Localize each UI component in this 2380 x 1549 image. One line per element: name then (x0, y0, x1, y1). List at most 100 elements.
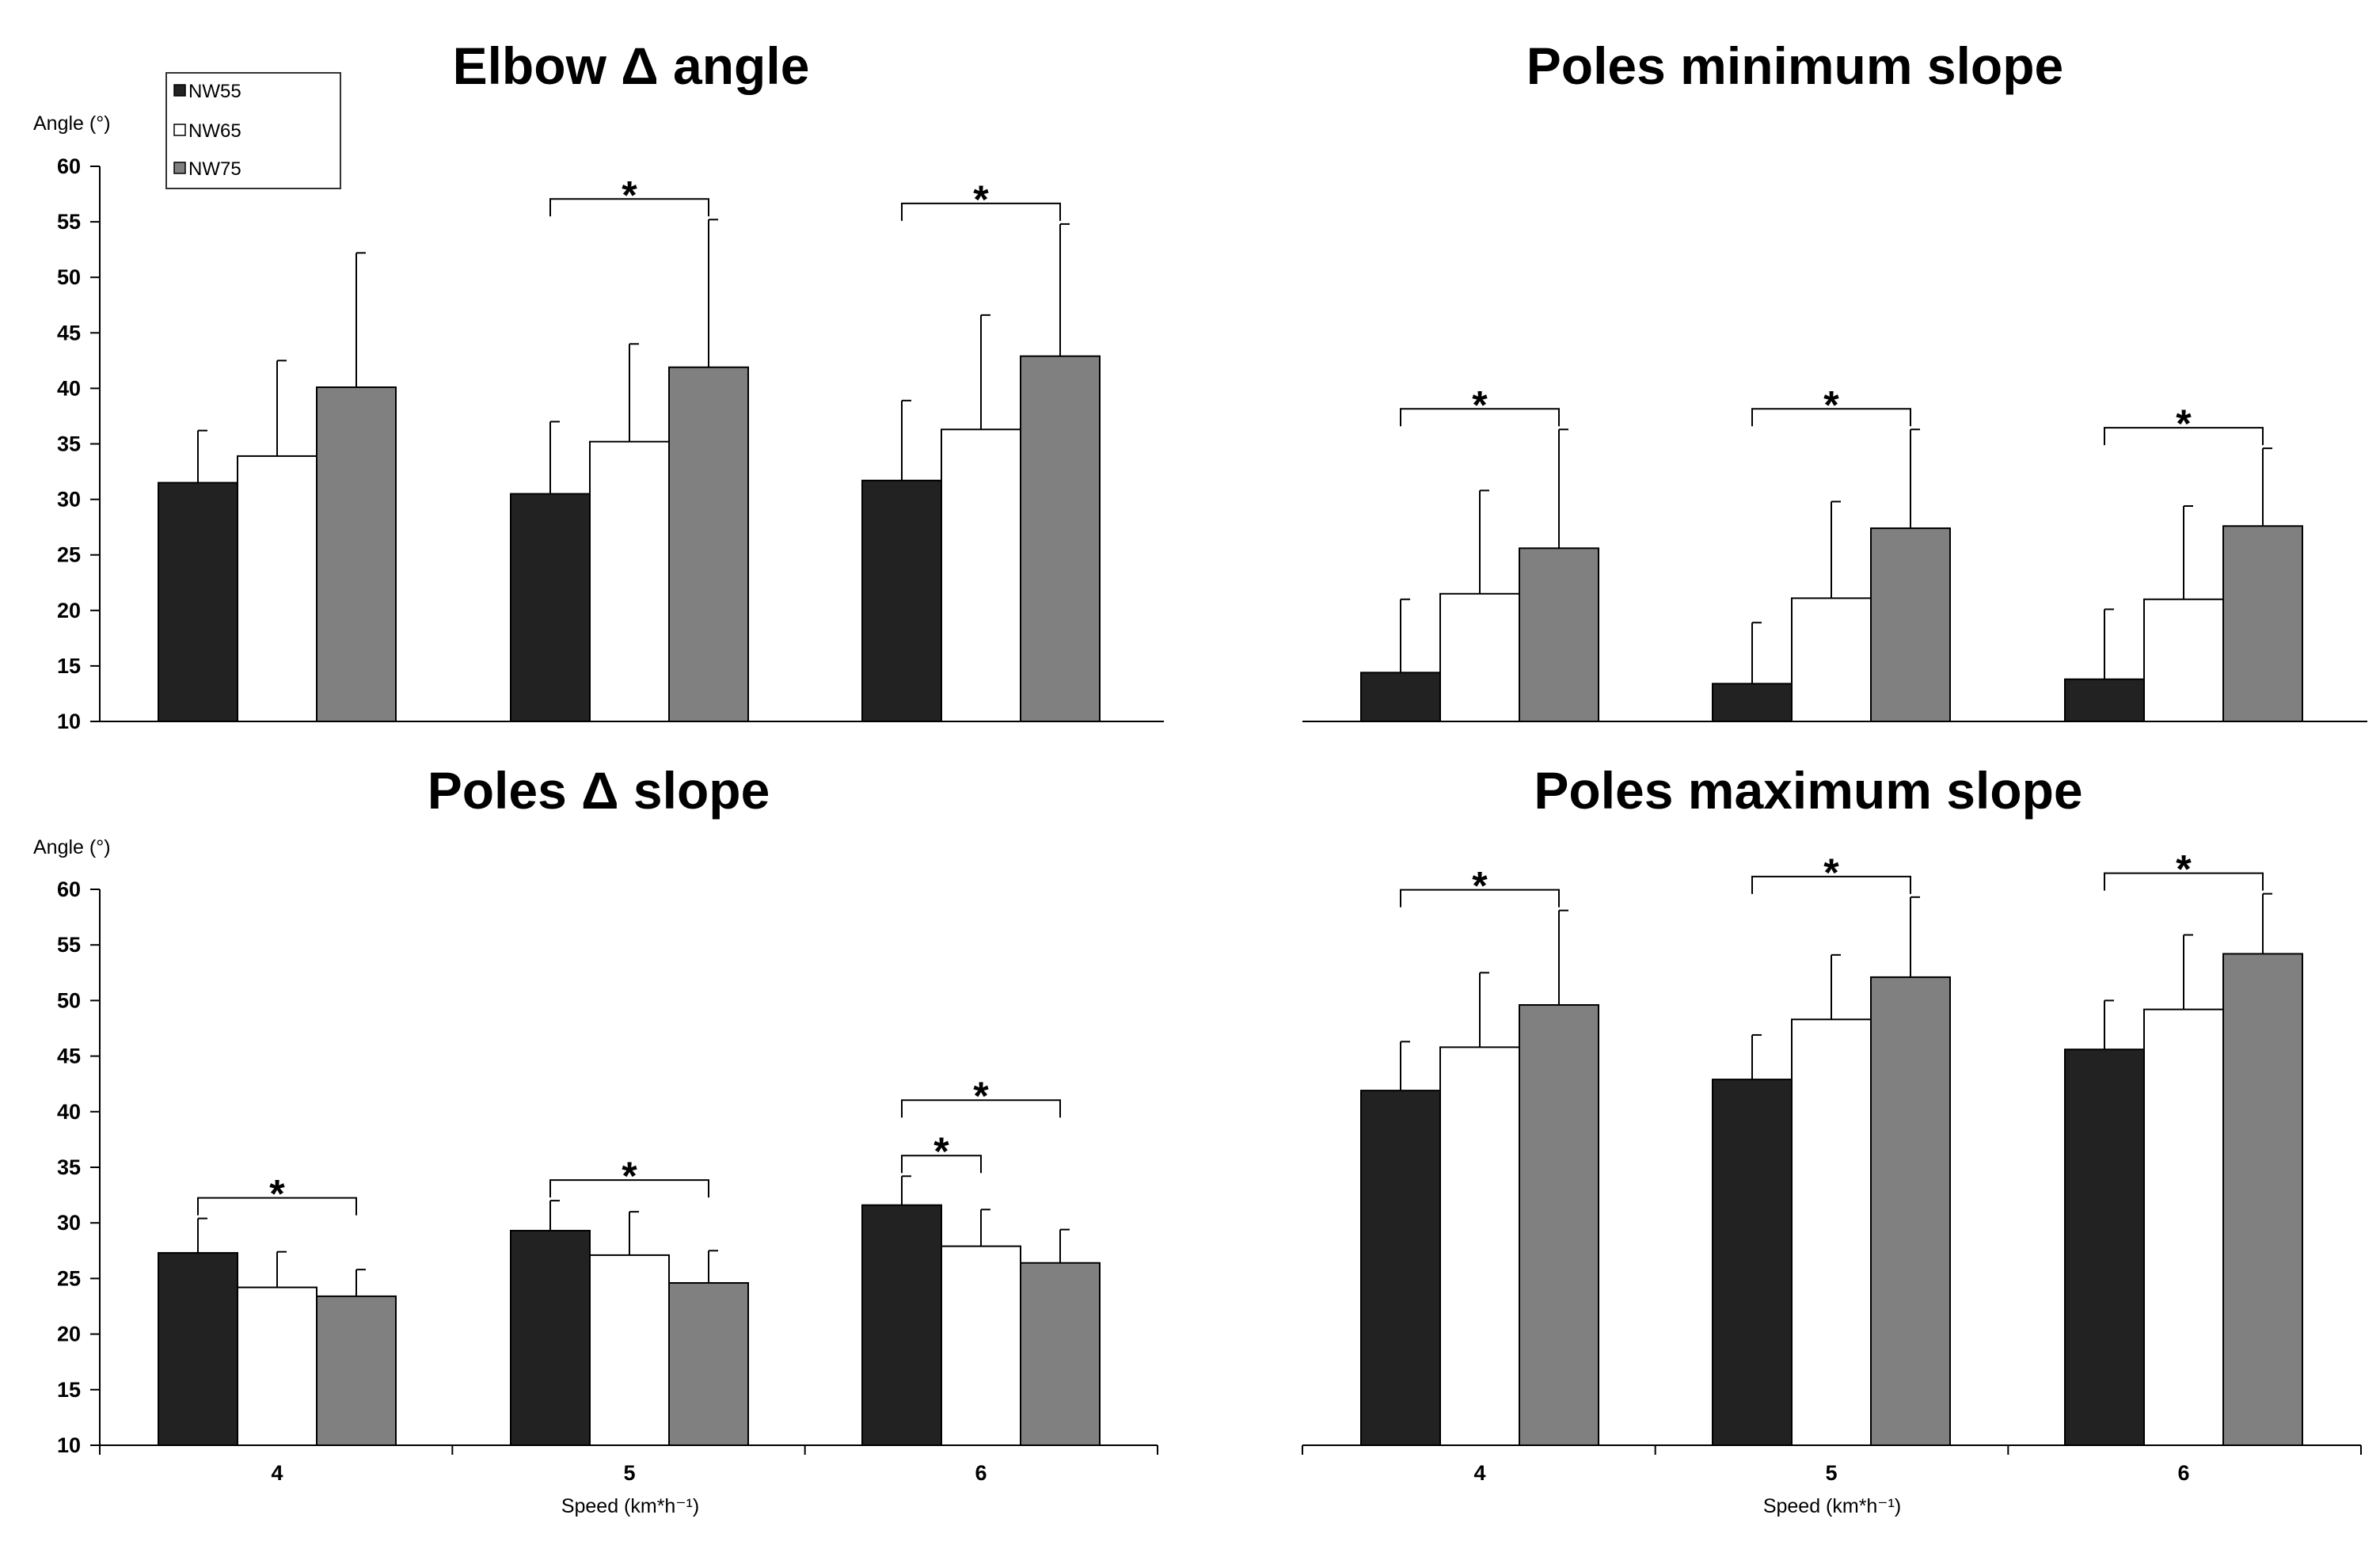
chart-title-poles-maximum-slope: Poles maximum slope (1534, 761, 2082, 820)
legend: NW55 NW65 NW75 (165, 72, 341, 189)
significance-star: * (933, 1129, 949, 1174)
bar-nw55-speed-6 (2064, 1049, 2145, 1447)
y-tick-label: 20 (57, 1323, 81, 1346)
bar-nw65-speed-6 (941, 1245, 1021, 1446)
bar-nw75-speed-5 (668, 366, 749, 722)
y-tick-label: 25 (57, 543, 81, 567)
y-tick-label: 35 (57, 1155, 81, 1179)
bar-nw65-speed-4 (237, 1286, 317, 1446)
chart-panel-2: * * * (1302, 382, 2367, 723)
legend-label-nw65: NW65 (188, 120, 241, 142)
bar-nw65-speed-5 (589, 1254, 670, 1447)
bar-nw75-speed-6 (1020, 355, 1101, 722)
x-tick-label: 6 (2177, 1461, 2189, 1485)
bar-nw75-speed-4 (316, 386, 397, 722)
bar-nw55-speed-5 (510, 493, 591, 723)
significance-star: * (2176, 402, 2192, 446)
y-tick-label: 10 (57, 1433, 81, 1457)
y-tick-label: 55 (57, 210, 81, 234)
bar-nw75-speed-5 (1870, 527, 1951, 722)
bar-nw75-speed-4 (1519, 1004, 1599, 1446)
significance-star: * (973, 1074, 989, 1118)
y-tick-label: 45 (57, 1045, 81, 1068)
significance-bracket (197, 1197, 357, 1216)
y-tick-label: 15 (57, 654, 81, 678)
significance-star: * (2176, 847, 2192, 892)
bar-nw65-speed-4 (1439, 1046, 1520, 1447)
bar-nw55-speed-4 (1360, 672, 1441, 723)
x-tick-label: 4 (1473, 1461, 1485, 1485)
chart-panel-4: 4 5 6 * * * (1302, 847, 2362, 1485)
legend-swatch-nw65 (173, 124, 186, 136)
chart-title-poles-minimum-slope: Poles minimum slope (1526, 36, 2064, 95)
bar-nw75-speed-4 (316, 1295, 397, 1447)
bar-nw55-speed-5 (1712, 683, 1793, 722)
significance-bracket (2104, 872, 2264, 891)
bar-nw65-speed-5 (1791, 1018, 1872, 1446)
significance-bracket (901, 1099, 1061, 1118)
significance-bracket (1751, 408, 1911, 427)
bar-nw65-speed-4 (237, 455, 317, 722)
legend-box (165, 72, 341, 189)
significance-bracket (901, 1155, 982, 1174)
chart-panel-1: 10 15 20 25 30 35 40 45 50 55 60 * * (57, 154, 1164, 733)
significance-star: * (622, 1154, 637, 1198)
x-tick-label: 6 (975, 1461, 987, 1485)
y-tick-label: 30 (57, 1211, 81, 1235)
significance-bracket (1400, 408, 1560, 427)
x-tick-label: 4 (271, 1461, 283, 1485)
bar-nw55-speed-6 (861, 479, 942, 722)
y-tick-label: 25 (57, 1266, 81, 1290)
bar-nw75-speed-4 (1519, 547, 1599, 723)
y-tick-label: 50 (57, 265, 81, 289)
y-tick-label: 40 (57, 1100, 81, 1124)
legend-label-nw55: NW55 (188, 81, 241, 102)
y-tick-label: 45 (57, 321, 81, 344)
significance-star: * (1823, 382, 1839, 427)
y-axis-label-bottom-left: Angle (°) (33, 836, 111, 858)
significance-star: * (973, 177, 989, 222)
significance-bracket (901, 202, 1061, 221)
x-axis-label-bottom-left: Speed (km*h⁻¹) (561, 1495, 699, 1517)
significance-star: * (269, 1172, 285, 1216)
significance-bracket (549, 1179, 709, 1198)
y-tick-label: 60 (57, 154, 81, 178)
significance-bracket (549, 198, 709, 217)
bar-nw75-speed-6 (2222, 953, 2303, 1446)
significance-star: * (1472, 382, 1488, 427)
legend-swatch-nw55 (173, 84, 186, 97)
bar-nw75-speed-5 (668, 1282, 749, 1446)
y-tick-label: 20 (57, 599, 81, 622)
significance-star: * (622, 173, 637, 217)
legend-swatch-nw75 (173, 162, 186, 174)
x-tick-label: 5 (623, 1461, 635, 1485)
y-tick-label: 15 (57, 1378, 81, 1402)
bar-nw65-speed-6 (2143, 1008, 2224, 1446)
x-axis-label-bottom-right: Speed (km*h⁻¹) (1763, 1495, 1901, 1517)
x-tick-label: 5 (1825, 1461, 1837, 1485)
bar-nw65-speed-6 (2143, 598, 2224, 723)
y-tick-label: 50 (57, 988, 81, 1012)
bar-nw65-speed-4 (1439, 592, 1520, 723)
bar-nw55-speed-4 (158, 481, 238, 722)
y-tick-label: 55 (57, 933, 81, 957)
bar-nw55-speed-4 (1360, 1090, 1441, 1447)
bar-nw75-speed-6 (1020, 1262, 1101, 1447)
significance-bracket (1400, 889, 1560, 908)
y-tick-label: 10 (57, 710, 81, 733)
bar-nw65-speed-5 (1791, 597, 1872, 722)
legend-label-nw75: NW75 (188, 158, 241, 180)
bar-nw75-speed-5 (1870, 976, 1951, 1446)
bar-nw55-speed-6 (861, 1204, 942, 1446)
bar-nw65-speed-6 (941, 428, 1021, 722)
significance-star: * (1823, 851, 1839, 895)
y-tick-label: 30 (57, 488, 81, 512)
bar-nw55-speed-5 (510, 1230, 591, 1446)
y-tick-label: 40 (57, 376, 81, 400)
bar-nw55-speed-4 (158, 1252, 238, 1447)
significance-bracket (2104, 427, 2264, 446)
significance-bracket (1751, 875, 1911, 894)
